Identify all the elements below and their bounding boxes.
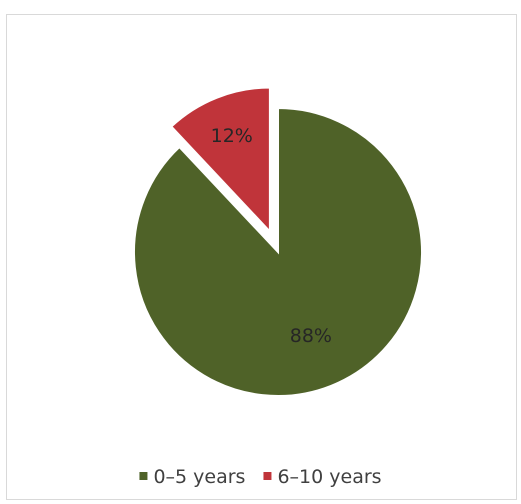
slice-label-2: 12% — [211, 125, 253, 147]
legend-swatch-1 — [139, 472, 148, 480]
legend-label-2: 6–10 years — [277, 466, 381, 488]
legend-swatch-2 — [263, 472, 272, 480]
pie-slice-1 — [133, 106, 423, 397]
slice-label-1: 88% — [290, 325, 332, 347]
legend-label-1: 0–5 years — [153, 466, 245, 488]
pie-slice-2 — [169, 86, 271, 235]
chart-legend: 0–5 years 6–10 years — [139, 466, 382, 488]
